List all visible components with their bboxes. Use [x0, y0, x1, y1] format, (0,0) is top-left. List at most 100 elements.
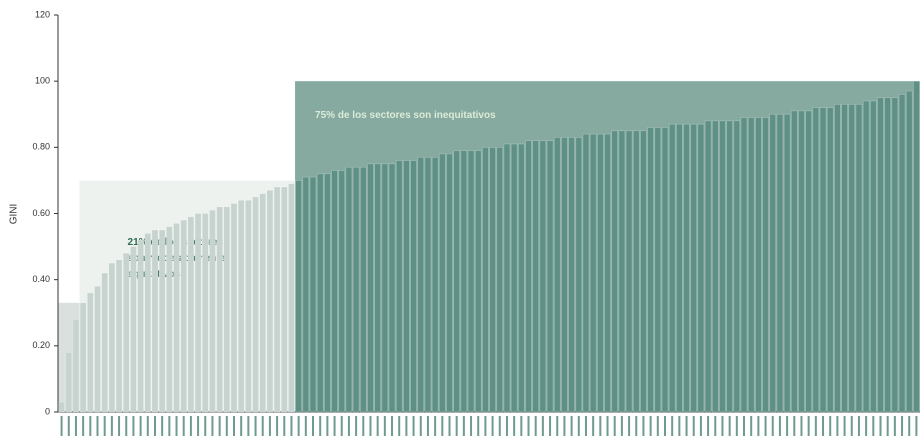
bar — [381, 163, 389, 413]
bar — [855, 104, 863, 413]
bar — [108, 262, 116, 413]
bar — [726, 120, 733, 413]
bar — [654, 127, 662, 413]
bar — [632, 130, 640, 413]
bar — [467, 150, 475, 413]
bar — [812, 107, 820, 413]
bar — [913, 80, 920, 413]
bar — [316, 173, 324, 413]
bar — [288, 183, 295, 413]
bar — [403, 160, 410, 413]
bar — [352, 166, 360, 413]
bar — [589, 133, 597, 413]
bar — [769, 113, 777, 413]
bar — [532, 140, 539, 413]
bar — [209, 209, 216, 413]
bar — [280, 186, 288, 413]
bar — [733, 120, 741, 413]
bar — [747, 117, 755, 413]
bar — [884, 97, 891, 413]
bar — [503, 143, 511, 413]
bar — [553, 137, 561, 413]
bar — [237, 199, 245, 413]
bar — [137, 239, 144, 413]
bar — [819, 107, 827, 413]
bar — [180, 219, 187, 413]
bar — [561, 137, 568, 413]
bar — [834, 104, 841, 413]
bar — [848, 104, 856, 413]
y-tick-label: 0.20 — [32, 340, 50, 350]
bar — [374, 163, 381, 413]
bar — [309, 176, 317, 413]
bar — [388, 163, 396, 413]
bar — [65, 352, 73, 413]
bar — [115, 259, 123, 413]
bar — [798, 110, 805, 413]
bar — [395, 160, 403, 413]
bar — [697, 123, 705, 413]
bar — [216, 206, 223, 413]
bar — [324, 173, 331, 413]
bar — [79, 302, 87, 413]
bar — [762, 117, 769, 413]
bar — [719, 120, 726, 413]
bar — [496, 147, 504, 413]
bar — [841, 104, 848, 413]
bar — [805, 110, 812, 413]
bar — [489, 147, 496, 413]
bar — [755, 117, 762, 413]
bar — [158, 229, 166, 413]
bar — [474, 150, 482, 413]
bar — [640, 130, 647, 413]
y-tick-label: 0.80 — [32, 142, 50, 152]
bar — [597, 133, 604, 413]
bar — [905, 90, 913, 413]
bar — [201, 213, 209, 413]
bar — [302, 176, 310, 413]
bar — [359, 166, 367, 413]
bar — [711, 120, 719, 413]
y-tick-label: 0.60 — [32, 208, 50, 218]
bar — [417, 156, 425, 413]
bar — [704, 120, 712, 413]
bar — [151, 229, 159, 413]
bar — [230, 203, 238, 413]
bar — [166, 226, 173, 413]
bar — [625, 130, 633, 413]
bar — [331, 170, 338, 413]
bar — [173, 223, 180, 413]
bar — [460, 150, 468, 413]
bar — [525, 140, 532, 413]
bar — [87, 292, 94, 413]
bar — [877, 97, 884, 413]
y-tick-label: 0.40 — [32, 274, 50, 284]
bar — [740, 117, 748, 413]
y-tick-label: 100 — [35, 76, 50, 86]
bar — [338, 170, 346, 413]
bar — [690, 123, 698, 413]
bar — [618, 130, 626, 413]
y-tick-label: 0 — [45, 406, 50, 416]
bar — [94, 285, 101, 413]
bar — [431, 156, 439, 413]
bar — [194, 213, 202, 413]
bar — [482, 147, 489, 413]
bar — [439, 153, 446, 413]
bar — [130, 246, 137, 413]
bar — [453, 150, 460, 413]
y-tick-label: 120 — [35, 9, 50, 19]
bar — [582, 133, 590, 413]
bar — [891, 97, 899, 413]
bar — [252, 196, 259, 413]
bar — [575, 137, 583, 413]
bar — [510, 143, 518, 413]
bar — [546, 140, 554, 413]
bar — [223, 206, 231, 413]
bar — [295, 180, 302, 413]
bar — [826, 107, 834, 413]
bar — [661, 127, 669, 413]
bar — [676, 123, 683, 413]
